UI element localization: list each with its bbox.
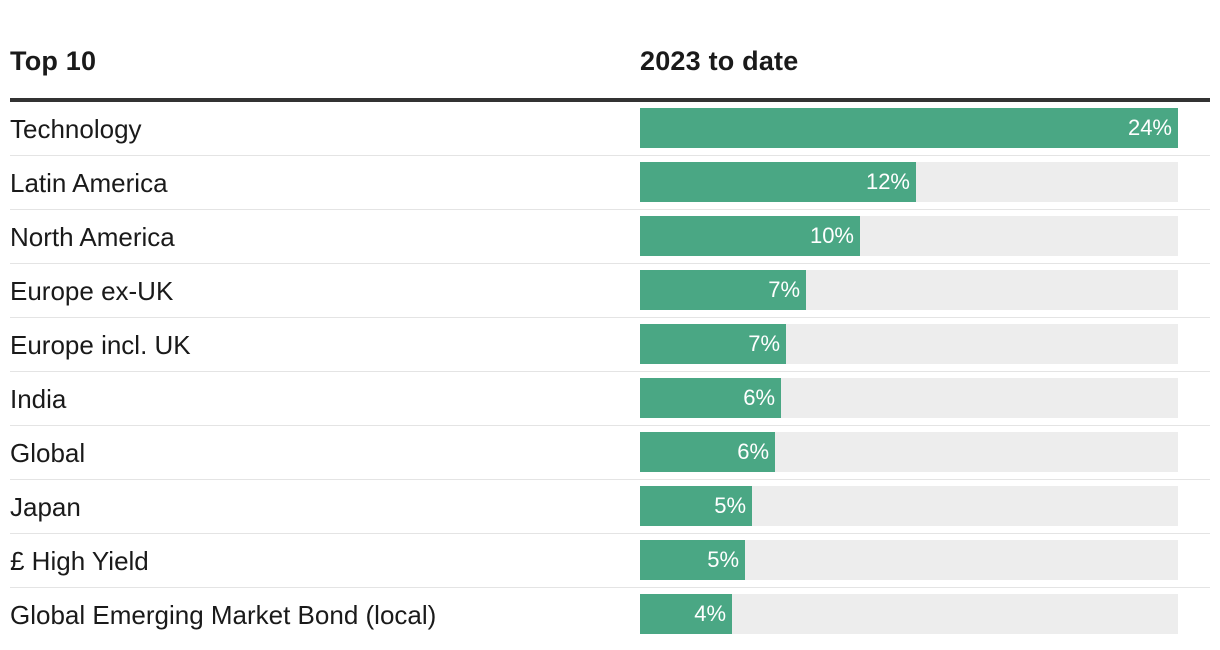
table-row: India 6% — [10, 372, 1210, 426]
bar-track: 6% — [640, 432, 1178, 472]
category-label: Global — [10, 438, 86, 468]
value-label: 7% — [748, 331, 780, 356]
bar: 24% — [640, 108, 1178, 148]
bar-track: 10% — [640, 216, 1178, 256]
bar: 7% — [640, 324, 786, 364]
bar-track: 24% — [640, 108, 1178, 148]
value-label: 24% — [1127, 115, 1172, 140]
bar: 10% — [640, 216, 860, 256]
table-row: £ High Yield 5% — [10, 534, 1210, 588]
bar: 5% — [640, 540, 745, 580]
category-label: Global Emerging Market Bond (local) — [10, 600, 437, 630]
value-column-header: 2023 to date — [640, 46, 799, 76]
bar-track: 4% — [640, 594, 1178, 634]
table-row: Europe incl. UK 7% — [10, 318, 1210, 372]
table-row: Global Emerging Market Bond (local) 4% — [10, 588, 1210, 641]
label-column-header: Top 10 — [10, 46, 97, 76]
bar: 5% — [640, 486, 752, 526]
bar: 7% — [640, 270, 806, 310]
category-label: Latin America — [10, 168, 168, 198]
table-row: Japan 5% — [10, 480, 1210, 534]
value-label: 6% — [743, 385, 775, 410]
category-label: India — [10, 384, 67, 414]
value-label: 5% — [707, 547, 739, 572]
value-label: 7% — [768, 277, 800, 302]
bar: 12% — [640, 162, 916, 202]
bar-track: 7% — [640, 324, 1178, 364]
bar-track: 7% — [640, 270, 1178, 310]
value-label: 4% — [694, 601, 726, 626]
category-label: Technology — [10, 114, 142, 144]
category-label: Japan — [10, 492, 81, 522]
table-row: North America 10% — [10, 210, 1210, 264]
bar-track: 6% — [640, 378, 1178, 418]
ranking-table: Top 10 2023 to date Technology 24% Latin A… — [10, 0, 1210, 641]
category-label: Europe incl. UK — [10, 330, 191, 360]
value-label: 5% — [714, 493, 746, 518]
category-label: North America — [10, 222, 175, 252]
value-label: 12% — [865, 169, 910, 194]
table-row: Latin America 12% — [10, 156, 1210, 210]
bar-rows: Technology 24% Latin America 12% North Ameri… — [10, 102, 1210, 641]
table-row: Europe ex-UK 7% — [10, 264, 1210, 318]
table-header: Top 10 2023 to date — [10, 0, 1210, 102]
category-label: Europe ex-UK — [10, 276, 174, 306]
table-row: Technology 24% — [10, 102, 1210, 156]
bar-track: 5% — [640, 540, 1178, 580]
table-row: Global 6% — [10, 426, 1210, 480]
value-label: 10% — [809, 223, 854, 248]
bar: 6% — [640, 432, 775, 472]
bar: 4% — [640, 594, 732, 634]
bar: 6% — [640, 378, 781, 418]
bar-track: 5% — [640, 486, 1178, 526]
value-label: 6% — [737, 439, 769, 464]
category-label: £ High Yield — [10, 546, 149, 576]
bar-track: 12% — [640, 162, 1178, 202]
